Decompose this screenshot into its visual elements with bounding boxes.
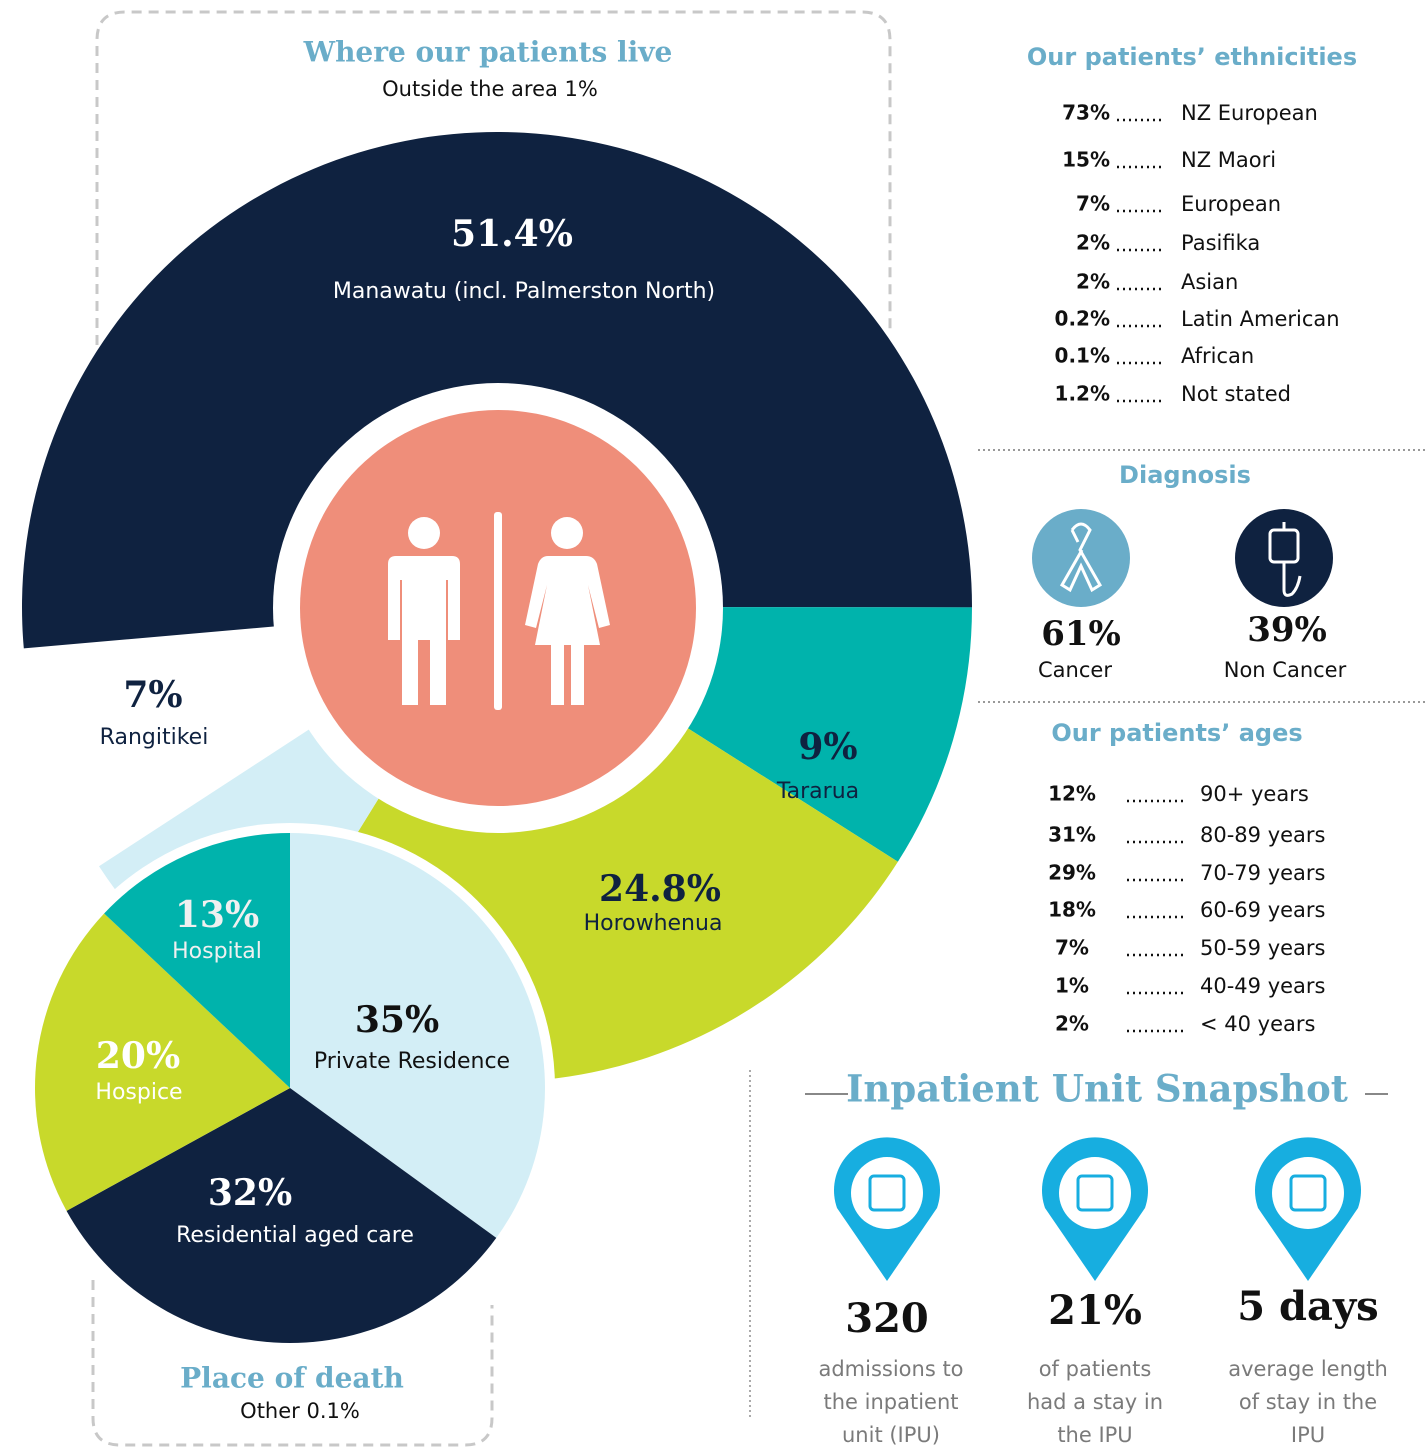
age-label: 50-59 years <box>1200 936 1326 960</box>
ethnicity-value: 15% <box>1062 148 1110 172</box>
snapshot-text: of stay in the <box>1239 1390 1377 1414</box>
segment <box>66 1088 497 1344</box>
diagnosis-label: Non Cancer <box>1224 658 1347 682</box>
segment <box>34 913 291 1211</box>
ethnicity-value: 0.2% <box>1055 307 1110 331</box>
age-label: 60-69 years <box>1200 898 1326 922</box>
age-label: 40-49 years <box>1200 974 1326 998</box>
ethnicity-label: NZ Maori <box>1181 148 1276 172</box>
people-icon <box>388 512 610 710</box>
value-label: 51.4% <box>451 213 573 255</box>
heading: Inpatient Unit Snapshot <box>846 1067 1348 1111</box>
category-label: Hospice <box>95 1080 182 1105</box>
age-value: 31% <box>1048 823 1096 847</box>
snapshot-text: unit (IPU) <box>842 1423 940 1447</box>
pie <box>25 823 555 1353</box>
snapshot-text: average length <box>1228 1357 1388 1381</box>
ethnicity-label: Asian <box>1181 270 1238 294</box>
segment <box>665 607 972 862</box>
value-label: 13% <box>175 894 259 936</box>
right-panel: 73% NZ European 15% NZ Maori 7% European 2% Pas… <box>818 101 1387 1448</box>
ethnicity-label: Not stated <box>1181 382 1291 406</box>
subtitle: Outside the area 1% <box>382 77 598 101</box>
pin-icon <box>868 1174 906 1212</box>
value-label: 9% <box>798 726 857 768</box>
age-value: 1% <box>1055 974 1089 998</box>
non-cancer-icon <box>1235 509 1333 607</box>
subtitle: Other 0.1% <box>240 1399 360 1423</box>
pin-icon <box>1076 1174 1114 1212</box>
ethnicity-value: 7% <box>1076 192 1110 216</box>
ethnicity-value: 0.1% <box>1055 344 1110 368</box>
snapshot-text: the IPU <box>1057 1423 1132 1447</box>
segment <box>290 833 546 1238</box>
pie-labels: 35% Private Residence 32% Residential aged … <box>95 894 510 1248</box>
cancer-icon <box>1032 509 1130 607</box>
title: Where our patients live <box>303 36 673 69</box>
ethnicity-value: 2% <box>1076 270 1110 294</box>
ethnicity-value: 1.2% <box>1055 382 1110 406</box>
snapshot-value: 320 <box>845 1295 929 1342</box>
heading: Diagnosis <box>1119 461 1251 489</box>
ethnicity-label: Pasifika <box>1181 231 1260 255</box>
ethnicity-label: NZ European <box>1181 101 1318 125</box>
age-value: 2% <box>1055 1012 1089 1036</box>
pin-inner <box>1272 1157 1344 1229</box>
heading: Our patients’ ages <box>1051 719 1302 747</box>
value-label: 32% <box>208 1172 292 1214</box>
value-label: 7% <box>123 674 182 716</box>
category-label: Tararua <box>776 779 859 804</box>
age-value: 29% <box>1048 861 1096 885</box>
ethnicity-value: 73% <box>1062 101 1110 125</box>
ethnicity-label: African <box>1181 344 1254 368</box>
donut-labels: 51.4% Manawatu (incl. Palmerston North) 9%… <box>100 213 859 936</box>
segment <box>104 833 290 1088</box>
age-label: 80-89 years <box>1200 823 1326 847</box>
ribbon <box>1059 522 1103 593</box>
snapshot-text: of patients <box>1039 1357 1152 1381</box>
diagnosis-value: 39% <box>1247 610 1327 650</box>
heading: Our patients’ ethnicities <box>1027 43 1357 71</box>
category-label: Residential aged care <box>176 1223 414 1248</box>
ethnicity-value: 2% <box>1076 231 1110 255</box>
title: Place of death <box>180 1362 404 1395</box>
age-value: 18% <box>1048 898 1096 922</box>
snapshot-text: admissions to <box>818 1357 963 1381</box>
frame <box>95 10 892 345</box>
pin-inner <box>1059 1157 1131 1229</box>
snapshot-text: the inpatient <box>823 1390 958 1414</box>
snapshot-text: had a stay in <box>1027 1390 1163 1414</box>
category-label: Private Residence <box>314 1049 510 1074</box>
category-label: Horowhenua <box>584 911 723 936</box>
category-label: Hospital <box>172 939 262 964</box>
diagnosis-value: 61% <box>1041 614 1121 654</box>
category-label: Rangitikei <box>100 725 209 750</box>
pin-inner <box>851 1157 923 1229</box>
iv-bag <box>1268 522 1302 597</box>
category-label: Manawatu (incl. Palmerston North) <box>333 279 715 304</box>
snapshot-value: 21% <box>1048 1287 1142 1334</box>
snapshot-value: 5 days <box>1237 1283 1378 1330</box>
age-label: 90+ years <box>1200 782 1309 806</box>
age-value: 7% <box>1055 936 1089 960</box>
pin-icon <box>1289 1174 1327 1212</box>
ethnicity-label: Latin American <box>1181 307 1340 331</box>
age-label: 70-79 years <box>1200 861 1326 885</box>
value-label: 24.8% <box>599 868 721 910</box>
value-label: 35% <box>355 999 439 1041</box>
diagnosis-label: Cancer <box>1038 658 1112 682</box>
ethnicity-label: European <box>1181 192 1281 216</box>
age-label: < 40 years <box>1200 1012 1315 1036</box>
age-value: 12% <box>1048 782 1096 806</box>
snapshot-text: IPU <box>1291 1423 1325 1447</box>
value-label: 20% <box>96 1035 180 1077</box>
